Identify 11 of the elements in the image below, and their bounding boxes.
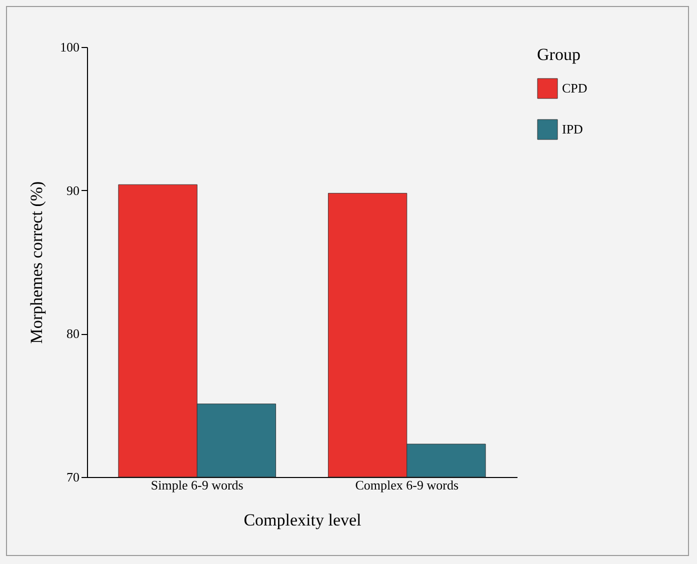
y-tick-label: 80 xyxy=(66,326,80,342)
legend-label: IPD xyxy=(562,122,583,136)
y-tick-label: 100 xyxy=(60,40,80,54)
x-tick-label: Complex 6-9 words xyxy=(355,478,459,492)
x-tick-label: Simple 6-9 words xyxy=(150,478,244,492)
x-axis-title: Complexity level xyxy=(244,510,362,530)
legend-label: CPD xyxy=(562,80,588,96)
legend-title: Group xyxy=(537,45,580,64)
y-axis-title: Morphemes correct (%) xyxy=(27,181,46,344)
y-tick-label: 90 xyxy=(66,182,80,198)
y-tick-label: 70 xyxy=(66,470,80,484)
